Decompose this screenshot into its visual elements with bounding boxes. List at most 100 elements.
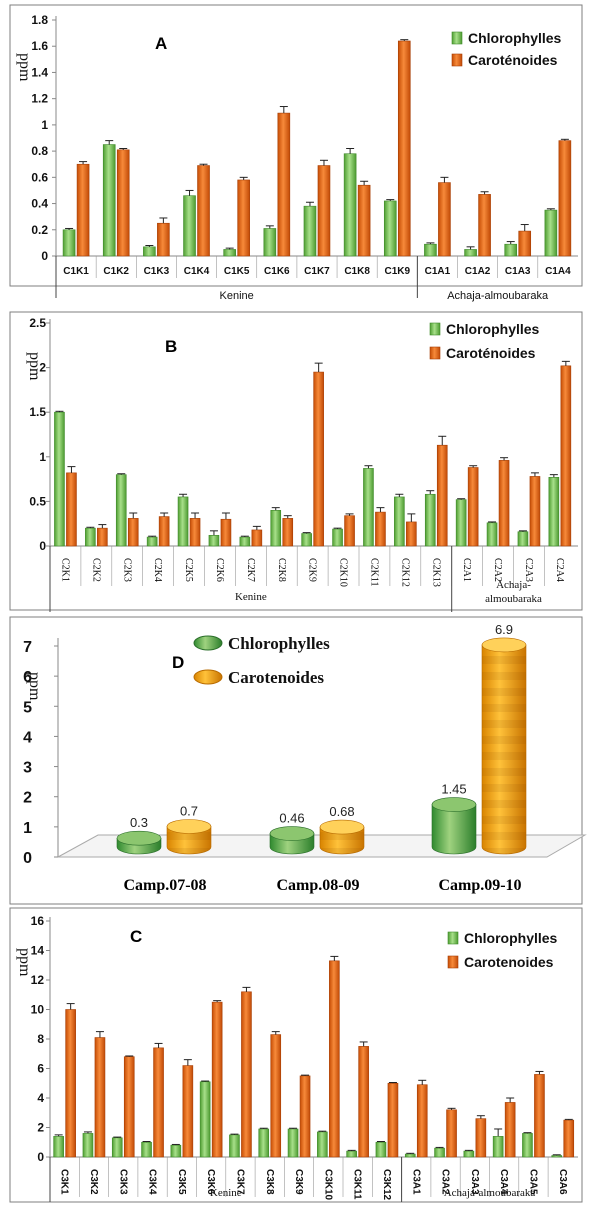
bar-c1k9-chlorophyll <box>383 200 397 257</box>
x-category-label: C3K6 <box>205 1169 216 1195</box>
bar-c2a3-carotenoid <box>529 476 541 547</box>
x-category-label: C3A4 <box>498 1169 509 1195</box>
panel-title: B <box>165 337 177 356</box>
bar-c3k7-carotenoid <box>241 991 252 1158</box>
bar-c3k11-carotenoid <box>358 1046 369 1158</box>
x-category-label: C2K4 <box>152 558 163 582</box>
bar-c2k11-chlorophyll <box>363 468 374 547</box>
bar-c2k7-chlorophyll <box>239 536 251 547</box>
x-category-label: C2K12 <box>399 558 410 587</box>
bar-c3a5-carotenoid <box>534 1074 545 1158</box>
y-tick-label: 6 <box>37 1062 44 1076</box>
y-tick-label: 6 <box>23 669 32 686</box>
bar-c2k3-carotenoid <box>127 518 139 547</box>
x-category-label: C1K2 <box>103 266 129 277</box>
bar-c3a3-carotenoid <box>475 1118 487 1158</box>
bar-c1a3-carotenoid <box>518 230 532 257</box>
legend-label: Chlorophylles <box>446 321 540 337</box>
x-category-label: C2K1 <box>59 558 70 582</box>
bar-c1a1-carotenoid <box>438 182 451 257</box>
bar-c3a3-chlorophyll <box>463 1150 475 1158</box>
x-category-label: C1K8 <box>344 266 370 277</box>
bar-c1k4-carotenoid <box>197 165 210 257</box>
y-axis-label: ppm <box>26 672 43 701</box>
x-category-label: C3K12 <box>381 1169 392 1201</box>
y-tick-label: 1.2 <box>31 92 48 106</box>
panel-title: A <box>155 34 167 53</box>
x-category-label: C2K13 <box>430 558 441 587</box>
bar-c2k1-carotenoid <box>66 472 77 547</box>
group-label: Kenine <box>210 1187 242 1199</box>
bar-c3k3-carotenoid <box>123 1056 135 1158</box>
x-category-label: C2K6 <box>214 558 225 582</box>
y-tick-label: 0.2 <box>31 223 48 237</box>
y-tick-label: 2 <box>23 790 32 807</box>
bar-c1k8-chlorophyll <box>343 153 357 257</box>
group-label: Kenine <box>220 290 254 302</box>
bar-c3a6-chlorophyll <box>551 1155 563 1158</box>
bar-c2k1-chlorophyll <box>54 411 65 547</box>
bar-c3k5-carotenoid <box>182 1065 194 1158</box>
y-tick-label: 8 <box>37 1032 44 1046</box>
bar-c1k7-carotenoid <box>317 165 331 257</box>
bar-c2k7-carotenoid <box>251 529 263 547</box>
panel-frame <box>9 4 583 287</box>
bar-c1k5-chlorophyll <box>223 249 236 257</box>
bar-c2k12-chlorophyll <box>394 496 405 547</box>
bar-c3k9-carotenoid <box>299 1075 311 1158</box>
bar-c2k13-chlorophyll <box>424 493 436 547</box>
bar-c1a4-carotenoid <box>558 140 572 257</box>
legend-label: Chlorophylles <box>228 634 330 653</box>
bar-c3k9-chlorophyll <box>287 1128 299 1158</box>
x-category-label: Camp.08-09 <box>276 877 359 894</box>
legend-swatch-chlorophyll <box>447 931 459 945</box>
bar-c3a2-carotenoid <box>446 1109 457 1158</box>
bar-c3k10-chlorophyll <box>317 1131 328 1158</box>
bar-c1a3-chlorophyll <box>504 243 518 257</box>
legend-label: Chlorophylles <box>468 30 562 46</box>
bar-c2k4-chlorophyll <box>146 536 158 547</box>
y-tick-label: 5 <box>23 699 32 716</box>
bar-c3a4-chlorophyll <box>492 1136 504 1158</box>
x-category-label: C3K9 <box>293 1169 304 1195</box>
bar-c3k11-chlorophyll <box>346 1150 357 1158</box>
bar-c2k10-carotenoid <box>344 515 355 547</box>
y-tick-label: 2.5 <box>29 316 46 330</box>
bar-c1k9-carotenoid <box>397 40 411 257</box>
data-label: 1.45 <box>441 782 466 797</box>
bar-c3k1-carotenoid <box>65 1009 76 1158</box>
y-tick-label: 0 <box>37 1150 44 1164</box>
bar-c2k8-carotenoid <box>282 518 294 547</box>
x-category-label: C3A6 <box>557 1169 568 1195</box>
x-category-label: C3K11 <box>352 1169 363 1200</box>
bar-c2k13-carotenoid <box>436 444 448 547</box>
x-category-label: C3A1 <box>410 1169 421 1195</box>
bar-c3k8-chlorophyll <box>258 1128 270 1158</box>
x-category-label: C1K1 <box>63 266 89 277</box>
x-category-label: C3K2 <box>88 1169 99 1195</box>
legend-label: Carotenoides <box>464 954 554 970</box>
x-category-label: C3K1 <box>59 1169 70 1195</box>
group-label: Achaja- <box>496 579 531 591</box>
bar-c2k2-carotenoid <box>97 527 108 547</box>
bar-c2k3-chlorophyll <box>115 474 127 547</box>
bar-c3k6-carotenoid <box>211 1001 223 1158</box>
data-label: 0.68 <box>329 804 354 819</box>
x-category-label: C3K4 <box>147 1169 158 1195</box>
bar-c1k1-carotenoid <box>76 163 90 257</box>
panel-frame <box>9 616 583 905</box>
x-category-label: C3K7 <box>234 1169 245 1195</box>
y-tick-label: 7 <box>23 639 32 656</box>
x-category-label: C1K9 <box>384 266 410 277</box>
bar-c3k4-carotenoid <box>153 1047 164 1158</box>
legend: Chlorophylles Carotenoides <box>193 634 330 687</box>
x-category-label: C1K4 <box>184 266 210 277</box>
x-category-label: C1K7 <box>304 266 330 277</box>
legend-swatch-carotenoid <box>447 955 459 969</box>
x-category-label: Camp.09-10 <box>438 877 521 894</box>
legend-label: Caroténoides <box>446 345 536 361</box>
cylinder-banding <box>320 827 364 854</box>
chart-panel-b: 0 0.5 1 1.5 2 2.5 C2K1 C2K2 C2K3 C2K4 C2K5 C2K6 C2K7… <box>9 311 583 612</box>
bar-c1k8-carotenoid <box>357 184 371 257</box>
x-category-label: C1A2 <box>465 266 491 277</box>
